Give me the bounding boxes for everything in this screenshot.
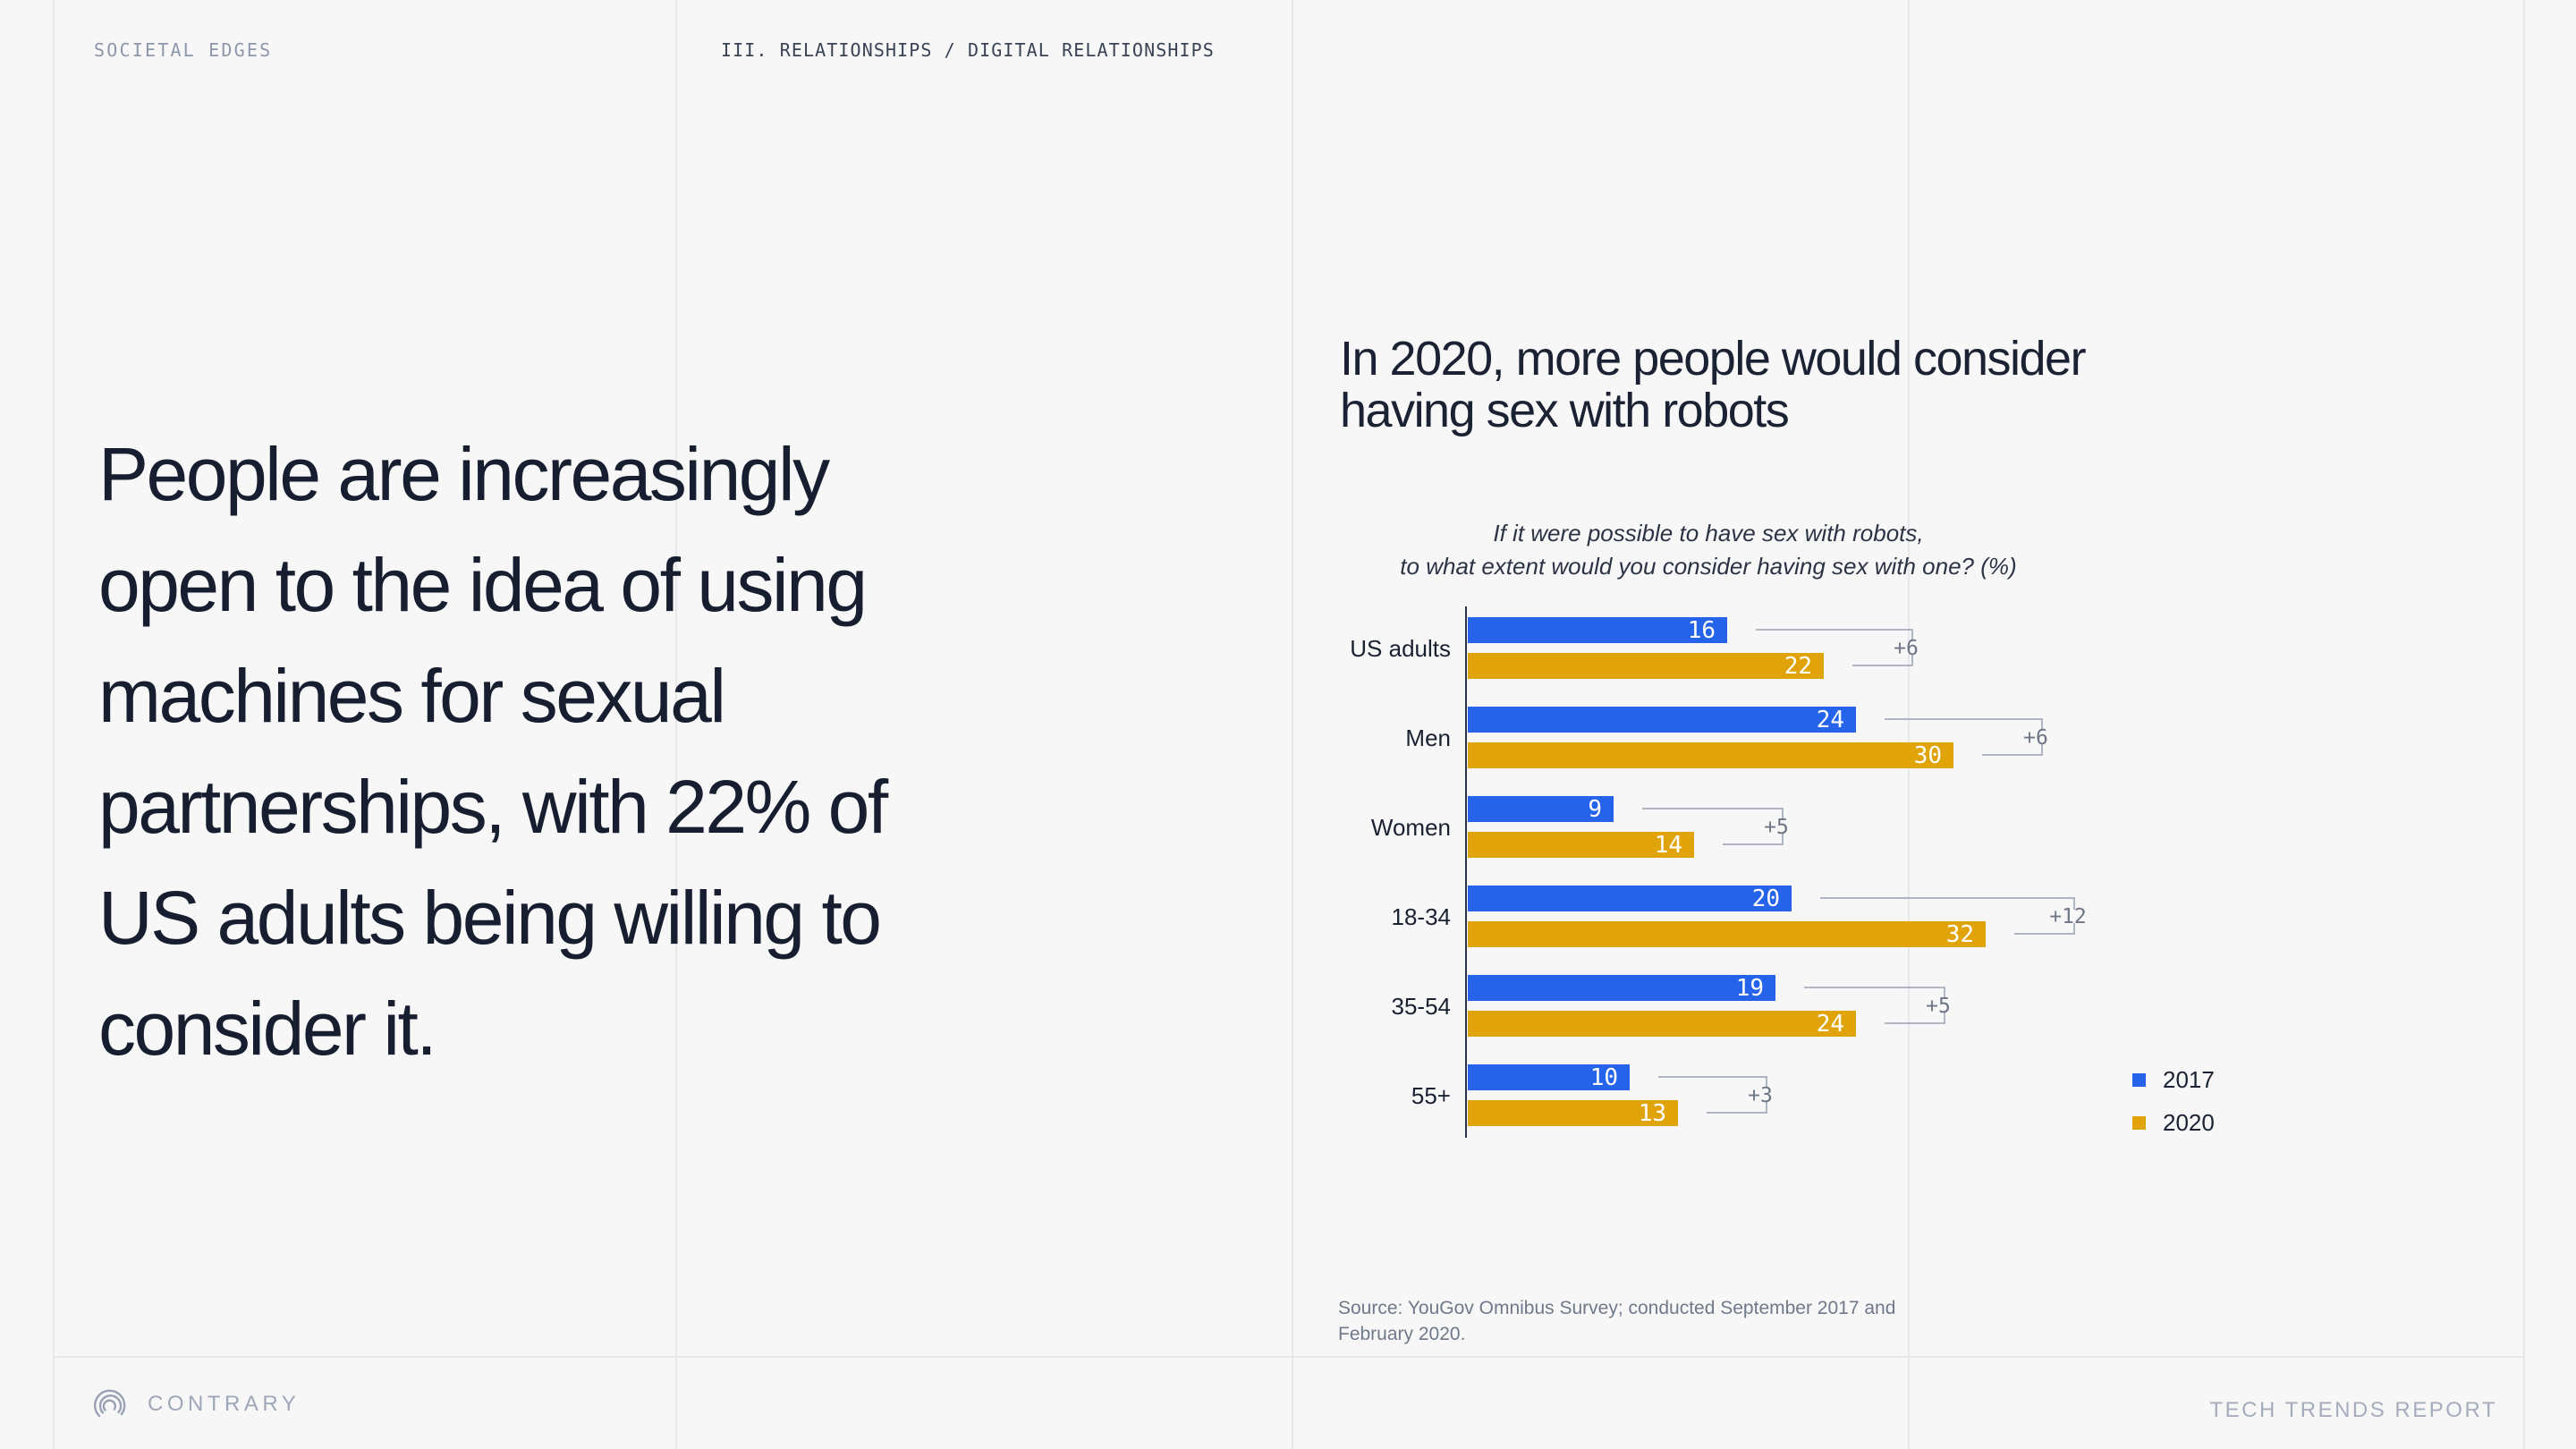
legend-item-2020: 2020 [2132, 1107, 2215, 1138]
bar-2020-us-adults: 22 [1468, 652, 1824, 680]
bar-2017-men: 24 [1468, 707, 1856, 733]
diff-bracket-line [1707, 1112, 1767, 1114]
contrary-logo-icon [93, 1389, 126, 1418]
diff-annotation: +6 [1894, 637, 1919, 660]
bar-value-label: 13 [1638, 1099, 1666, 1127]
grid-divider [1908, 0, 1910, 1449]
diff-annotation: +5 [1926, 995, 1951, 1018]
diff-annotation: +3 [1748, 1084, 1773, 1107]
source-line: February 2020. [1338, 1324, 1466, 1344]
headline-line: partnerships, with 22% of [98, 765, 888, 849]
diff-bracket-line [1756, 629, 1913, 631]
category-label: 55+ [1411, 1082, 1451, 1109]
legend-item-2017: 2017 [2132, 1064, 2215, 1095]
diff-bracket-line [1642, 808, 1784, 809]
bar-2017-35-54: 19 [1468, 974, 1775, 1002]
brand-name: CONTRARY [148, 1392, 301, 1416]
diff-bracket-tick [1782, 834, 1784, 845]
grid-divider [675, 0, 677, 1449]
category-label: 35-54 [1391, 993, 1452, 1020]
footer-brand: CONTRARY [92, 1386, 300, 1422]
chart-legend: 2017 2020 [2132, 1064, 2215, 1150]
category-label: 18-34 [1391, 903, 1452, 930]
headline-line: machines for sexual [98, 654, 726, 738]
bar-value-label: 9 [1588, 795, 1602, 823]
category-label: US adults [1350, 635, 1451, 662]
headline-line: consider it. [98, 987, 437, 1071]
bar-2020-men: 30 [1468, 741, 1953, 769]
breadcrumb: III. RELATIONSHIPS / DIGITAL RELATIONSHI… [721, 39, 1215, 61]
bar-2017-18-34: 20 [1468, 885, 1792, 912]
diff-annotation: +5 [1764, 816, 1789, 839]
bar-value-label: 14 [1654, 831, 1682, 859]
section-kicker: SOCIETAL EDGES [94, 39, 273, 61]
bar-2017-us-adults: 16 [1468, 616, 1727, 644]
bar-value-label: 20 [1751, 885, 1780, 912]
chart-title-line: having sex with robots [1340, 384, 1790, 437]
footer-divider [53, 1356, 2525, 1358]
bar-value-label: 32 [1945, 920, 1974, 948]
diff-bracket-line [2014, 933, 2075, 935]
bar-value-label: 22 [1784, 652, 1812, 680]
diff-bracket-tick [2073, 923, 2075, 935]
diff-bracket-tick [1944, 987, 1945, 999]
diff-annotation: +12 [2049, 905, 2087, 928]
report-title: TECH TRENDS REPORT [2209, 1398, 2497, 1422]
grid-divider [1292, 0, 1293, 1449]
legend-swatch-icon [2132, 1115, 2146, 1130]
grid-divider [2523, 0, 2525, 1449]
bar-2017-55-: 10 [1468, 1063, 1630, 1091]
bar-value-label: 24 [1816, 706, 1844, 733]
headline-line: US adults being willing to [98, 876, 882, 960]
diff-bracket-tick [1766, 1102, 1767, 1114]
diff-bracket-line [1658, 1076, 1767, 1078]
diff-bracket-line [1885, 1022, 1945, 1024]
chart-source: Source: YouGov Omnibus Survey; conducted… [1338, 1295, 1895, 1347]
headline-line: open to the idea of using [98, 543, 868, 627]
grid-divider [53, 0, 55, 1449]
bar-value-label: 19 [1735, 974, 1764, 1002]
diff-bracket-tick [2073, 898, 2075, 910]
bar-2020-18-34: 32 [1468, 920, 1986, 948]
chart-axis-line [1465, 606, 1467, 1138]
diff-bracket-line [1885, 718, 2043, 720]
category-label: Women [1370, 814, 1451, 841]
diff-bracket-tick [1911, 655, 1913, 666]
source-line: Source: YouGov Omnibus Survey; conducted… [1338, 1298, 1896, 1318]
bar-2017-women: 9 [1468, 795, 1614, 823]
diff-bracket-line [1723, 843, 1784, 845]
bar-value-label: 24 [1816, 1010, 1844, 1038]
diff-bracket-tick [1766, 1077, 1767, 1089]
bar-value-label: 10 [1589, 1063, 1618, 1091]
bar-value-label: 16 [1687, 616, 1716, 644]
legend-label: 2020 [2163, 1108, 2215, 1136]
diff-bracket-tick [1911, 630, 1913, 641]
category-label: Men [1405, 724, 1451, 751]
diff-bracket-line [1982, 754, 2043, 756]
chart-subtitle-line: If it were possible to have sex with rob… [1493, 520, 1924, 547]
chart-subtitle: If it were possible to have sex with rob… [1324, 517, 2093, 583]
bar-2020-55-: 13 [1468, 1099, 1678, 1127]
chart-title: In 2020, more people would consider havin… [1340, 332, 2087, 437]
chart-title-line: In 2020, more people would consider [1340, 332, 2087, 386]
diff-bracket-tick [1782, 809, 1784, 820]
diff-bracket-line [1852, 665, 1913, 666]
bar-value-label: 30 [1913, 741, 1942, 769]
diff-bracket-tick [2041, 744, 2043, 756]
bar-2020-women: 14 [1468, 831, 1694, 859]
diff-bracket-tick [1944, 1013, 1945, 1024]
legend-swatch-icon [2132, 1072, 2146, 1087]
headline-line: People are increasingly [98, 432, 830, 516]
diff-bracket-line [1820, 897, 2075, 899]
headline: People are increasingly open to the idea … [98, 419, 888, 1084]
chart-subtitle-line: to what extent would you consider having… [1400, 553, 2017, 580]
diff-annotation: +6 [2023, 726, 2048, 750]
legend-label: 2017 [2163, 1065, 2215, 1093]
diff-bracket-tick [2041, 719, 2043, 731]
diff-bracket-line [1804, 987, 1945, 988]
bar-2020-35-54: 24 [1468, 1010, 1856, 1038]
